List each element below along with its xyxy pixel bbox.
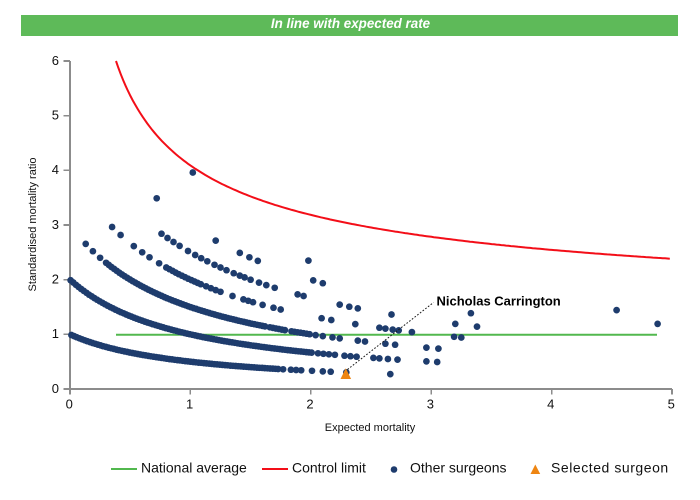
- svg-text:Control limit: Control limit: [292, 460, 366, 476]
- svg-text:National average: National average: [141, 460, 247, 476]
- svg-text:0: 0: [66, 397, 73, 412]
- svg-text:Standardised mortality ratio: Standardised mortality ratio: [27, 158, 39, 292]
- svg-text:5: 5: [52, 108, 59, 123]
- svg-text:Expected mortality: Expected mortality: [325, 422, 416, 434]
- svg-text:6: 6: [52, 53, 59, 68]
- svg-text:In line with expected rate: In line with expected rate: [271, 16, 431, 31]
- svg-text:0: 0: [52, 381, 59, 396]
- svg-text:3: 3: [52, 217, 59, 232]
- svg-text:3: 3: [427, 397, 434, 412]
- svg-text:2: 2: [52, 272, 59, 287]
- svg-text:2: 2: [306, 397, 313, 412]
- svg-text:5: 5: [668, 397, 675, 412]
- svg-text:4: 4: [52, 162, 59, 177]
- svg-text:1: 1: [52, 326, 59, 341]
- svg-text:Selected surgeon: Selected surgeon: [551, 460, 669, 476]
- svg-text:1: 1: [186, 397, 193, 412]
- svg-text:Other surgeons: Other surgeons: [410, 460, 507, 476]
- svg-text:4: 4: [547, 397, 554, 412]
- svg-text:Nicholas Carrington: Nicholas Carrington: [437, 294, 561, 309]
